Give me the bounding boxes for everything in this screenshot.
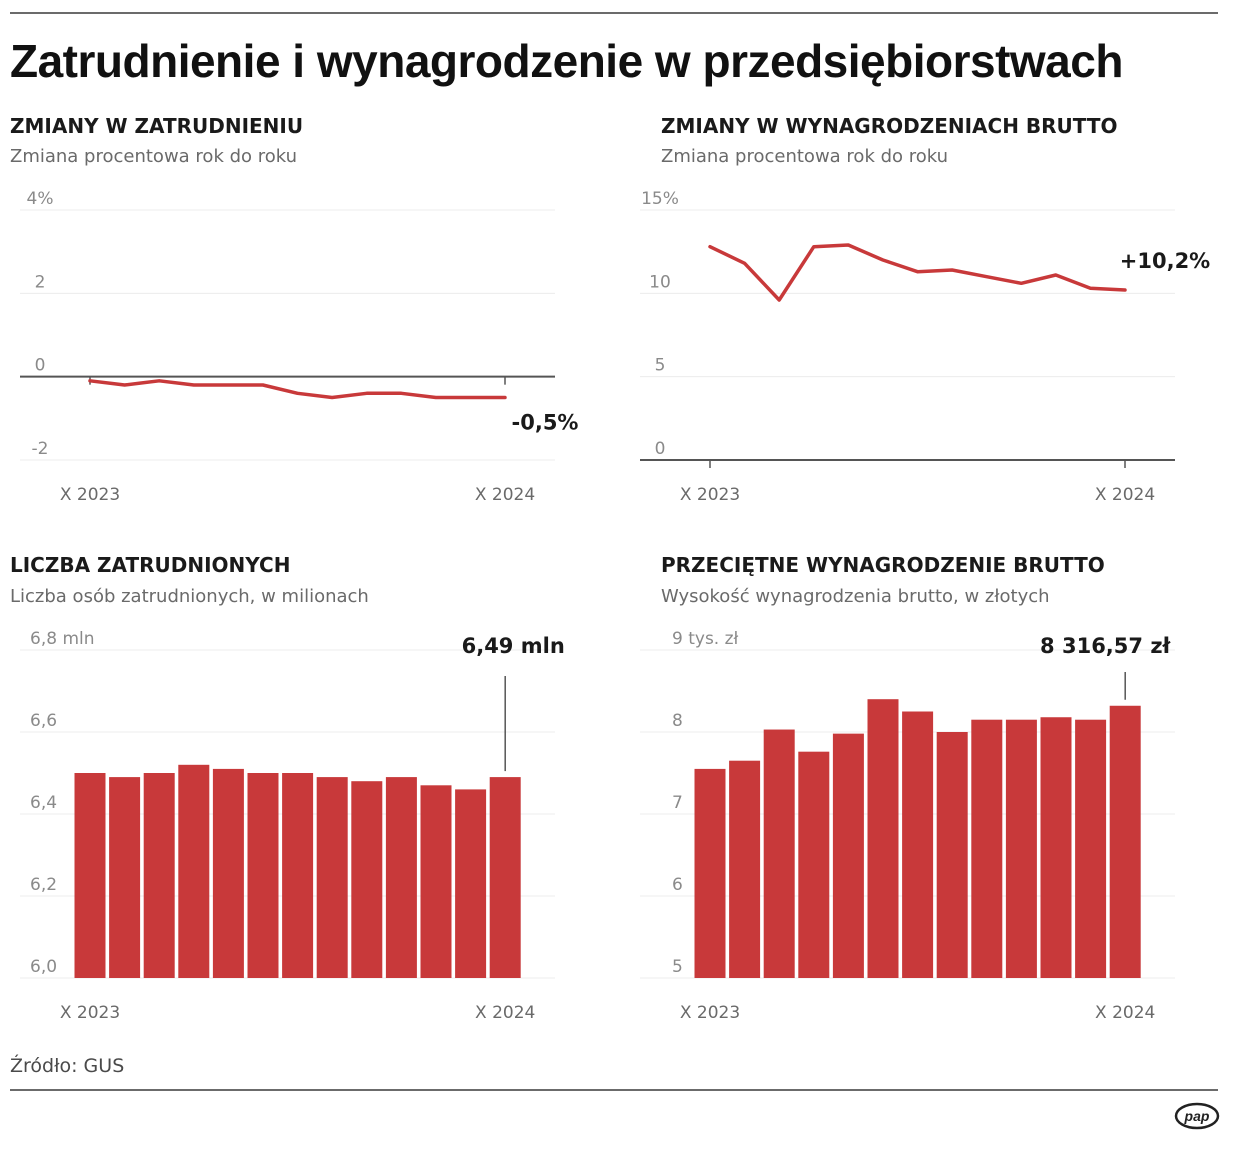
bar (74, 773, 106, 978)
y-tick-label: 0 (655, 439, 666, 459)
bar (729, 760, 761, 978)
top-rule (10, 12, 1218, 14)
bar (936, 732, 968, 978)
bar (385, 777, 417, 978)
wage-change-line-chart: 0 5 10 15% X 2023 X 2024 +10,2% (640, 189, 1210, 505)
x-tick-label: X 2023 (680, 1003, 740, 1023)
y-tick-label: 6 (672, 875, 683, 895)
average-wage-bar-chart: 5 6 7 8 9 tys. zł X 2023 X 2024 8 316,57 zł (640, 629, 1175, 1023)
y-tick-label: 0 (35, 356, 46, 376)
y-tick-label: 6,0 (30, 957, 57, 977)
x-tick-label: X 2023 (60, 485, 120, 505)
panel-subtitle-employment-change: Zmiana procentowa rok do roku (10, 146, 298, 167)
y-tick-label: 8 (672, 711, 683, 731)
bar (763, 729, 795, 978)
employed-count-bar-chart: 6,0 6,2 6,4 6,6 6,8 mln X 2023 X 2024 6,49 mln (20, 629, 565, 1023)
bar (867, 699, 899, 978)
bar (109, 777, 141, 978)
bar (212, 768, 244, 978)
x-tick-label: X 2024 (475, 485, 535, 505)
bar (316, 777, 348, 978)
panel-subtitle-wage-change: Zmiana procentowa rok do roku (661, 146, 949, 167)
y-tick-label: 10 (649, 272, 671, 292)
bar (1109, 705, 1141, 978)
bar (1040, 717, 1072, 978)
bar (1075, 719, 1107, 978)
pap-logo: pap (1174, 1102, 1220, 1130)
main-title: Zatrudnienie i wynagrodzenie w przedsięb… (10, 35, 1123, 87)
bar (832, 733, 864, 978)
value-callout: 8 316,57 zł (1040, 634, 1171, 658)
bar (420, 785, 452, 978)
y-tick-label: 5 (672, 957, 683, 977)
y-tick-label: 6,6 (30, 711, 57, 731)
employment-change-line-chart: -2 0 2 4% X 2023 X 2024 -0,5% (20, 189, 579, 505)
bar (902, 711, 934, 978)
bar (694, 768, 726, 978)
bar (143, 773, 175, 978)
bar (489, 777, 521, 978)
panel-title-employment-change: ZMIANY W ZATRUDNIENIU (10, 114, 304, 138)
y-tick-label: 6,2 (30, 875, 57, 895)
x-tick-label: X 2023 (60, 1003, 120, 1023)
bar (178, 764, 210, 978)
x-tick-label: X 2024 (1095, 1003, 1155, 1023)
bar (455, 789, 487, 978)
panel-title-employed-count: LICZBA ZATRUDNIONYCH (10, 553, 291, 577)
panel-title-wage-change: ZMIANY W WYNAGRODZENIACH BRUTTO (661, 114, 1118, 138)
x-tick-label: X 2024 (475, 1003, 535, 1023)
y-tick-label: 6,8 mln (30, 629, 95, 649)
bottom-rule (10, 1089, 1218, 1091)
series-line (708, 243, 1127, 302)
y-tick-label: -2 (32, 439, 49, 459)
panel-subtitle-average-wage: Wysokość wynagrodzenia brutto, w złotych (661, 586, 1050, 607)
bar (971, 719, 1003, 978)
x-tick-label: X 2024 (1095, 485, 1155, 505)
y-tick-label: 9 tys. zł (672, 629, 739, 649)
panel-subtitle-employed-count: Liczba osób zatrudnionych, w milionach (10, 586, 369, 607)
x-tick-label: X 2023 (680, 485, 740, 505)
bar (1005, 719, 1037, 978)
panel-title-average-wage: PRZECIĘTNE WYNAGRODZENIE BRUTTO (661, 553, 1105, 577)
bar (282, 773, 314, 978)
y-tick-label: 7 (672, 793, 683, 813)
y-tick-label: 6,4 (30, 793, 57, 813)
value-callout: +10,2% (1120, 249, 1210, 273)
bar (351, 781, 383, 978)
source-note: Źródło: GUS (10, 1055, 125, 1077)
value-callout: 6,49 mln (462, 634, 565, 658)
bar (247, 773, 279, 978)
bar (798, 751, 830, 978)
y-tick-label: 5 (655, 356, 666, 376)
value-callout: -0,5% (512, 411, 579, 435)
svg-text:pap: pap (1184, 1108, 1210, 1124)
y-tick-label: 15% (641, 189, 679, 209)
y-tick-label: 2 (35, 272, 46, 292)
y-tick-label: 4% (27, 189, 54, 209)
series-line (88, 379, 507, 400)
